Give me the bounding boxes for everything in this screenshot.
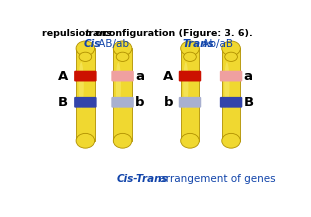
Ellipse shape bbox=[76, 133, 95, 148]
Ellipse shape bbox=[113, 133, 132, 148]
FancyBboxPatch shape bbox=[220, 71, 242, 81]
Ellipse shape bbox=[181, 41, 199, 56]
Text: B: B bbox=[244, 96, 253, 109]
Text: B: B bbox=[58, 96, 68, 109]
Ellipse shape bbox=[79, 52, 92, 61]
FancyBboxPatch shape bbox=[179, 97, 201, 108]
Ellipse shape bbox=[113, 41, 132, 56]
FancyBboxPatch shape bbox=[111, 71, 134, 81]
Text: trans: trans bbox=[85, 29, 113, 38]
FancyBboxPatch shape bbox=[179, 71, 201, 81]
Text: a: a bbox=[244, 70, 253, 83]
Polygon shape bbox=[181, 48, 199, 141]
Ellipse shape bbox=[79, 62, 84, 108]
Text: a: a bbox=[135, 70, 144, 83]
Polygon shape bbox=[76, 48, 95, 141]
Ellipse shape bbox=[184, 52, 196, 61]
Text: b: b bbox=[164, 96, 173, 109]
Ellipse shape bbox=[222, 133, 240, 148]
FancyBboxPatch shape bbox=[74, 71, 97, 81]
Text: Cis: Cis bbox=[84, 39, 101, 49]
Ellipse shape bbox=[116, 62, 121, 108]
FancyBboxPatch shape bbox=[220, 97, 242, 108]
Ellipse shape bbox=[222, 41, 240, 56]
Text: configuration (Figure: 3. 6).: configuration (Figure: 3. 6). bbox=[100, 29, 253, 38]
Ellipse shape bbox=[225, 52, 237, 61]
Ellipse shape bbox=[181, 133, 199, 148]
Text: AB/ab: AB/ab bbox=[95, 39, 129, 49]
Polygon shape bbox=[113, 48, 132, 141]
Ellipse shape bbox=[183, 62, 188, 108]
Text: A: A bbox=[58, 70, 68, 83]
FancyBboxPatch shape bbox=[74, 97, 97, 108]
Text: Trans: Trans bbox=[182, 39, 214, 49]
Text: arrangement of genes: arrangement of genes bbox=[156, 174, 276, 184]
Text: Cis-Trans: Cis-Trans bbox=[116, 174, 168, 184]
Text: b: b bbox=[135, 96, 145, 109]
Polygon shape bbox=[222, 48, 240, 141]
FancyBboxPatch shape bbox=[111, 97, 134, 108]
Ellipse shape bbox=[224, 62, 230, 108]
Text: repulsion or: repulsion or bbox=[42, 29, 110, 38]
Text: Ab/aB: Ab/aB bbox=[199, 39, 233, 49]
Text: A: A bbox=[163, 70, 173, 83]
Ellipse shape bbox=[76, 41, 95, 56]
Ellipse shape bbox=[116, 52, 129, 61]
